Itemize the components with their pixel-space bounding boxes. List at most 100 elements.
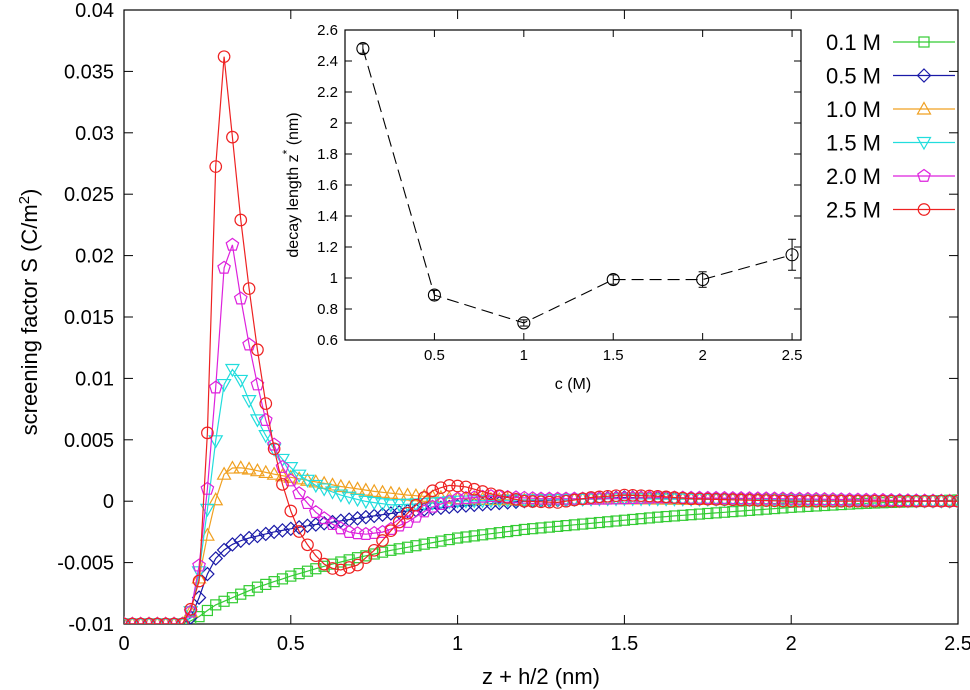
data-point — [477, 529, 489, 541]
inset-x-tick-label: 2 — [698, 347, 706, 364]
data-point — [366, 508, 382, 524]
data-point — [367, 525, 382, 539]
data-point — [366, 496, 382, 511]
data-point — [201, 426, 214, 440]
inset-series — [356, 42, 799, 330]
data-point — [208, 435, 224, 449]
data-point — [166, 618, 182, 624]
data-point — [509, 490, 523, 504]
data-point — [701, 492, 715, 506]
legend-marker — [917, 168, 931, 182]
data-point — [375, 524, 390, 538]
data-point — [434, 481, 448, 495]
data-point — [367, 543, 381, 557]
data-point — [136, 616, 146, 624]
legend-marker — [917, 203, 931, 216]
data-point — [525, 491, 540, 505]
data-point — [274, 453, 290, 468]
data-point — [660, 510, 672, 523]
data-point — [859, 494, 873, 508]
data-point — [743, 493, 756, 507]
data-point — [552, 520, 564, 532]
data-point — [124, 618, 140, 624]
inset-y-axis-label: decay length z* (nm) — [280, 112, 302, 257]
x-tick-label: 1 — [452, 633, 463, 655]
data-point — [400, 498, 416, 512]
data-point — [335, 556, 347, 568]
data-point — [260, 578, 272, 590]
data-point — [785, 501, 797, 513]
data-point — [284, 504, 298, 518]
data-point — [452, 532, 464, 544]
data-point — [442, 494, 457, 508]
data-point — [259, 397, 273, 410]
data-point — [267, 442, 281, 456]
data-point — [291, 469, 307, 483]
data-point — [418, 538, 430, 550]
data-point — [208, 551, 224, 566]
data-point — [909, 494, 923, 508]
data-point — [434, 496, 448, 510]
data-point — [242, 337, 256, 351]
series-2-5M — [124, 50, 958, 624]
data-point — [943, 494, 957, 508]
data-point — [326, 562, 339, 575]
data-point — [784, 494, 798, 508]
y-tick-label: 0.035 — [64, 61, 114, 83]
data-point — [577, 518, 589, 530]
data-point — [149, 618, 165, 624]
data-point — [801, 494, 815, 508]
data-point — [358, 526, 373, 541]
data-point — [285, 570, 297, 582]
data-point — [417, 491, 431, 504]
data-point — [593, 490, 606, 504]
inset-plot: 0.6 0.8 1 1.2 1.4 1.6 1.8 2 2.2 2.4 2.6 0.5 1 1.5 2 2.5… — [280, 22, 802, 393]
data-point — [300, 495, 315, 510]
inset-x-axis-label: c (M) — [555, 376, 591, 393]
data-point — [317, 511, 332, 525]
data-point — [392, 515, 406, 529]
data-point — [401, 506, 414, 520]
data-point — [178, 616, 187, 624]
data-point — [266, 466, 282, 480]
data-point — [451, 479, 464, 493]
data-point — [243, 585, 255, 597]
data-point — [169, 616, 179, 624]
data-point — [174, 618, 190, 624]
inset-data-point — [517, 316, 531, 330]
data-point — [233, 533, 249, 549]
y-tick-label: 0.025 — [64, 184, 114, 206]
data-point — [151, 617, 164, 624]
data-point — [618, 514, 631, 526]
inset-y-tick-label: 2 — [330, 115, 338, 132]
data-point — [425, 499, 440, 513]
data-point — [884, 492, 899, 507]
inset-y-tick-label: 0.6 — [317, 332, 338, 349]
data-point — [702, 507, 714, 520]
data-point — [241, 530, 257, 546]
y-tick-label: 0 — [103, 491, 114, 513]
data-point — [375, 507, 390, 523]
x-tick-label: 0 — [118, 633, 129, 655]
series-line — [124, 467, 958, 624]
data-point — [251, 581, 264, 593]
data-point — [235, 588, 247, 600]
data-point — [659, 490, 673, 504]
data-point — [383, 485, 399, 499]
x-tick-label: 2 — [786, 633, 797, 655]
data-point — [425, 501, 440, 516]
data-point — [476, 485, 489, 498]
data-point — [559, 494, 573, 508]
data-point — [326, 558, 339, 570]
data-point — [249, 462, 265, 477]
data-point — [467, 482, 481, 496]
data-point — [576, 492, 590, 506]
data-point — [358, 482, 374, 496]
data-point — [843, 494, 856, 508]
data-point — [218, 595, 230, 607]
data-point — [275, 523, 290, 538]
data-point — [442, 479, 456, 492]
data-point — [201, 604, 213, 617]
data-point — [224, 363, 240, 378]
y-tick-label: 0.005 — [64, 430, 114, 452]
